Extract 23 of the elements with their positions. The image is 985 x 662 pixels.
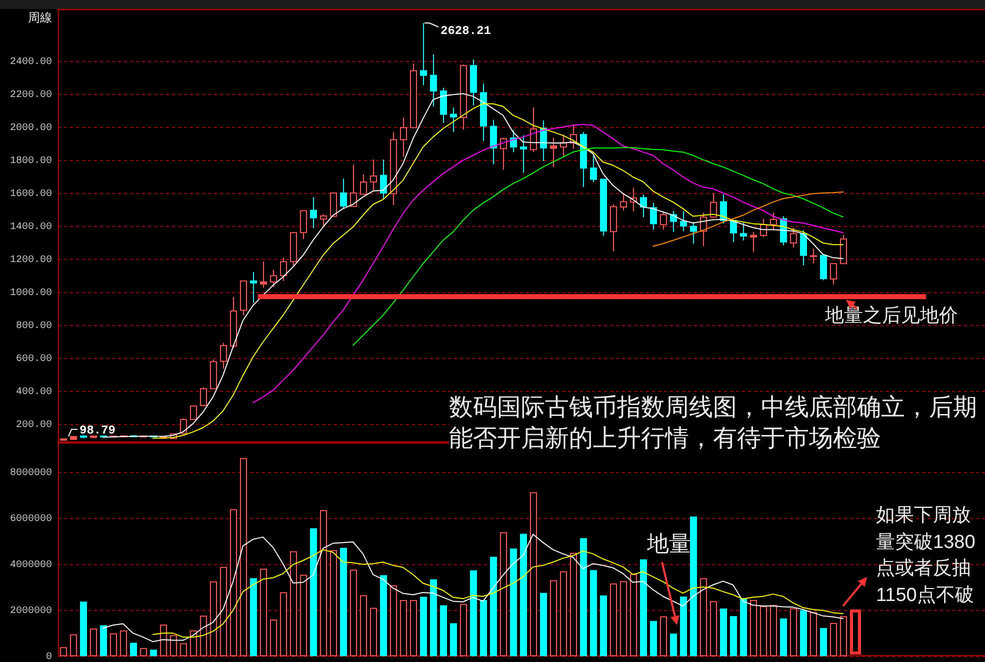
y-tick-label: 2200.00 (10, 90, 52, 102)
y-tick-label: 1600.00 (10, 189, 52, 200)
y-tick-label: 400.00 (16, 387, 52, 398)
annotation: 2628.21 (440, 24, 491, 38)
y-tick-label: 1400.00 (10, 222, 52, 234)
y-tick-label: 1200.00 (10, 255, 52, 266)
y-tick-label: 2400.00 (10, 57, 52, 68)
y-tick-label: 800.00 (16, 321, 52, 332)
annotation: 地量 (647, 531, 692, 557)
y-tick-label: 0 (46, 652, 52, 662)
y-tick-label: 200.00 (16, 420, 52, 432)
y-tick-label: 8000000 (10, 468, 52, 480)
y-tick-label: 1000.00 (10, 288, 52, 300)
annotation: 98.79 (80, 423, 116, 438)
y-tick-label: 6000000 (10, 514, 52, 526)
ref-line-label: 地量之后见地价 (825, 305, 958, 326)
y-tick-label: 600.00 (16, 354, 52, 366)
annotation: 如果下周放量突破1380点或者反抽1150点不破 (876, 504, 976, 608)
y-tick-label: 1800.00 (10, 156, 52, 168)
y-tick-label: 2000000 (10, 606, 52, 618)
chart-title: 周線 (28, 10, 52, 24)
y-tick-label: 2000.00 (10, 123, 52, 134)
y-tick-label: 4000000 (10, 560, 52, 572)
